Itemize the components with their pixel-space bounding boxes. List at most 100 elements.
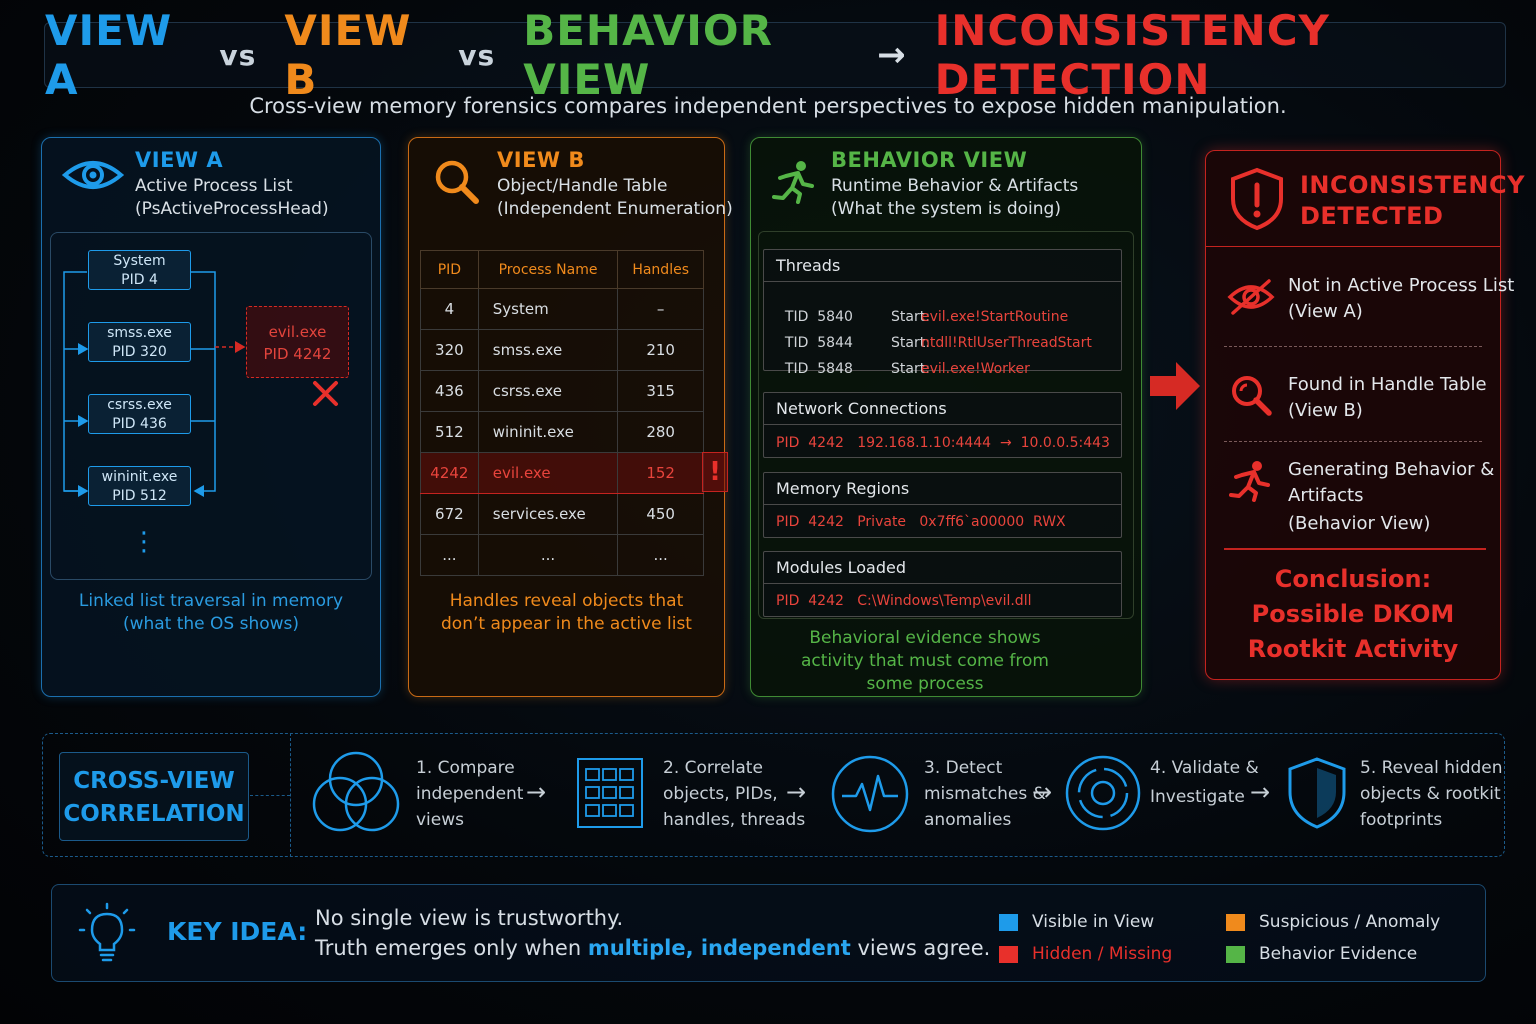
- hidden-process-node: evil.exe PID 4242: [246, 306, 349, 378]
- title-bar: VIEW A vs VIEW B vs BEHAVIOR VIEW → INCO…: [44, 6, 1506, 104]
- legend-swatch: [999, 913, 1018, 931]
- lightbulb-icon: [78, 902, 136, 962]
- behavior-caption-line: activity that must come from: [801, 651, 1049, 671]
- linked-list-arrows: [63, 271, 246, 497]
- view-a-title: VIEW A: [135, 148, 224, 172]
- step-text-line: 2. Correlate: [663, 758, 763, 778]
- legend-item-hidden: Hidden / Missing: [999, 944, 1172, 964]
- behavior-caption-line: some process: [866, 674, 984, 694]
- running-person-icon: [772, 161, 814, 204]
- process-name: wininit.exe: [101, 469, 178, 485]
- step-text-line: objects, PIDs,: [663, 784, 778, 804]
- more-processes-dots: ⋮: [131, 527, 157, 557]
- cell-pid: 4242: [420, 452, 479, 494]
- process-name: smss.exe: [107, 325, 172, 341]
- eye-off-icon: [1227, 279, 1275, 315]
- magnifier-icon: [435, 160, 479, 204]
- step-text-line: Investigate: [1150, 787, 1245, 807]
- cell-process-name: services.exe: [477, 493, 619, 535]
- step-text-line: mismatches &: [924, 784, 1046, 804]
- divider: [290, 733, 291, 857]
- memory-section: Memory Regions PID 4242 Private 0x7ff6`a…: [763, 472, 1122, 538]
- behavior-view-title: BEHAVIOR VIEW: [831, 148, 1028, 172]
- thread-row: TID 5844 Start: ntdll!RtlUserThreadStart: [776, 319, 1092, 351]
- inconsistency-item-view-a: Not in Active Process List (View A): [1288, 273, 1514, 325]
- view-a-caption: Linked list traversal in memory (what th…: [41, 590, 381, 636]
- inconsistency-title-line: INCONSISTENCY: [1300, 171, 1525, 199]
- step-text-line: 5. Reveal hidden: [1360, 758, 1503, 778]
- step-text-line: 3. Detect: [924, 758, 1003, 778]
- title-view-b: VIEW B: [284, 6, 412, 104]
- divider: [1224, 548, 1486, 550]
- step-arrow: →: [1250, 778, 1271, 806]
- unlinked-x-icon: [313, 381, 338, 406]
- thread-id: TID 5844: [784, 335, 853, 351]
- cell-handles: –: [617, 288, 704, 330]
- process-list-box: [50, 232, 372, 580]
- process-pid: PID 320: [112, 344, 167, 360]
- hidden-process-pid: PID 4242: [263, 345, 332, 363]
- step-text-line: handles, threads: [663, 810, 806, 830]
- inconsistency-item-text: (Behavior View): [1288, 513, 1431, 534]
- network-section: Network Connections PID 4242 192.168.1.1…: [763, 392, 1122, 458]
- thread-row: TID 5848 Start: evil.exe!Worker: [776, 345, 1030, 377]
- table-row: 4 System –: [420, 288, 704, 330]
- cell-process-name: System: [477, 288, 619, 330]
- table-row: 512 wininit.exe 280: [420, 411, 704, 453]
- cell-pid: 436: [420, 370, 479, 412]
- cell-pid: 320: [420, 329, 479, 371]
- title-vs: vs: [219, 38, 257, 72]
- step-text-line: 1. Compare: [416, 758, 515, 778]
- inconsistency-item-text: Artifacts: [1288, 485, 1364, 506]
- threads-section: Threads: [763, 249, 1122, 371]
- legend-swatch: [999, 945, 1018, 963]
- thread-start-label: Start:: [891, 361, 930, 377]
- modules-header: Modules Loaded: [764, 552, 1121, 584]
- thread-start-value: evil.exe!StartRoutine: [921, 309, 1069, 325]
- inconsistency-item-text: Found in Handle Table: [1288, 374, 1487, 395]
- eye-icon: [62, 161, 124, 189]
- inconsistency-item-text: (View B): [1288, 400, 1363, 421]
- cell-pid: 512: [420, 411, 479, 453]
- cell-process-name: ...: [477, 534, 619, 576]
- legend-label: Suspicious / Anomaly: [1259, 912, 1441, 932]
- step-arrow: →: [786, 778, 807, 806]
- table-row: 436 csrss.exe 315: [420, 370, 704, 412]
- title-view-a: VIEW A: [45, 6, 173, 104]
- cell-handles: ...: [617, 534, 704, 576]
- network-row: PID 4242 192.168.1.10:4444 → 10.0.0.5:44…: [776, 435, 1110, 451]
- key-idea-text: Truth emerges only when: [315, 936, 588, 960]
- view-a-caption-line: Linked list traversal in memory: [78, 591, 344, 611]
- step-compare: 1. Compare independent views: [416, 755, 523, 833]
- inconsistency-item-text: Not in Active Process List: [1288, 275, 1515, 296]
- modules-row: PID 4242 C:\Windows\Temp\evil.dll: [776, 593, 1032, 609]
- legend-item-suspicious: Suspicious / Anomaly: [1226, 912, 1440, 932]
- cell-handles: 280: [617, 411, 704, 453]
- cell-process-name: csrss.exe: [477, 370, 619, 412]
- key-idea-box: [51, 884, 1486, 982]
- key-idea-line: No single view is trustworthy.: [315, 906, 624, 930]
- column-header-process-name: Process Name: [477, 250, 619, 289]
- view-a-subtitle-source: (PsActiveProcessHead): [135, 199, 329, 219]
- inconsistency-title-line: DETECTED: [1300, 202, 1444, 230]
- step-text-line: anomalies: [924, 810, 1012, 830]
- legend-label: Behavior Evidence: [1259, 944, 1418, 964]
- memory-header: Memory Regions: [764, 473, 1121, 505]
- connector: [250, 795, 290, 796]
- legend-item-behavior: Behavior Evidence: [1226, 944, 1417, 964]
- cell-process-name: evil.exe: [477, 452, 619, 494]
- hidden-process-name: evil.exe: [268, 323, 327, 341]
- artifacts-container: [758, 231, 1134, 619]
- correlation-label: CROSS-VIEW CORRELATION: [59, 752, 249, 841]
- key-idea-emphasis: multiple, independent: [587, 936, 851, 960]
- view-a-caption-line: (what the OS shows): [122, 614, 300, 634]
- legend-label: Hidden / Missing: [1032, 944, 1173, 964]
- correlation-strip: [42, 733, 1505, 857]
- step-validate: 4. Validate & Investigate: [1150, 755, 1259, 810]
- process-name: System: [113, 253, 166, 269]
- step-correlate: 2. Correlate objects, PIDs, handles, thr…: [663, 755, 805, 833]
- inconsistency-item-view-b: Found in Handle Table (View B): [1288, 372, 1487, 424]
- inconsistency-item-behavior: Generating Behavior & Artifacts (Behavio…: [1288, 457, 1494, 537]
- column-header-pid: PID: [420, 250, 479, 289]
- table-header-row: PID Process Name Handles: [420, 250, 704, 289]
